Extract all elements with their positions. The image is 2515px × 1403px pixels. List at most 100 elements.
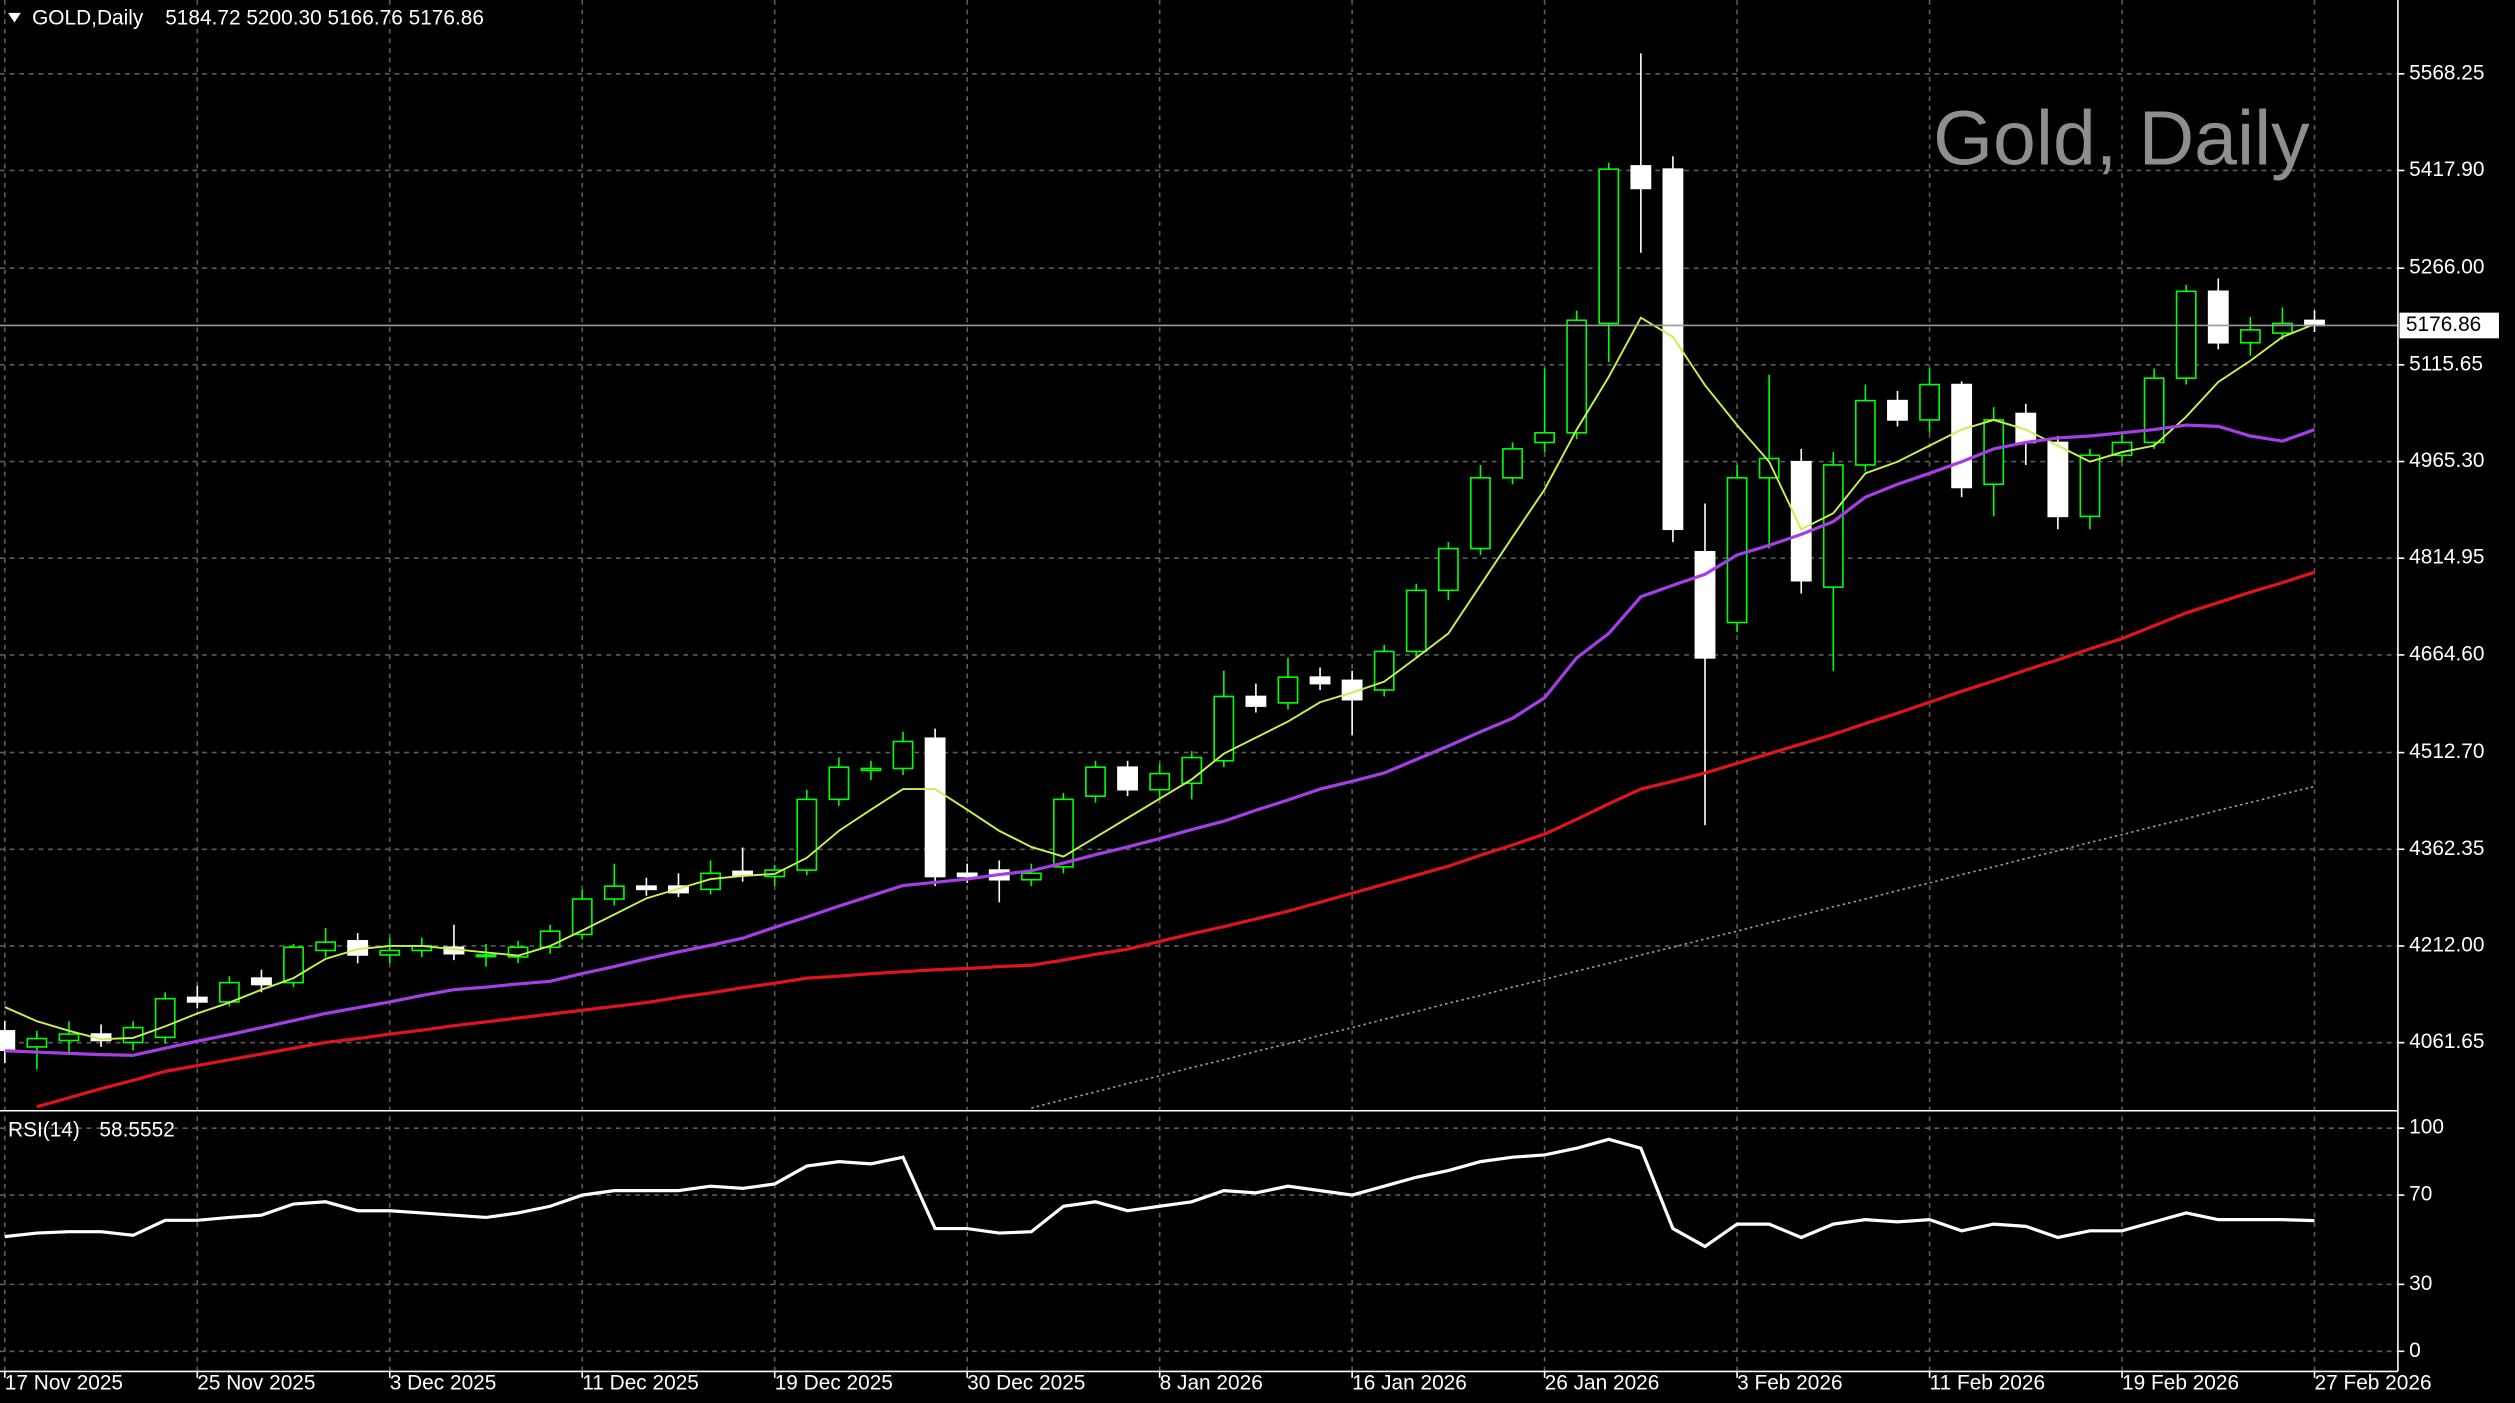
x-tick-label: 16 Jan 2026 bbox=[1352, 1372, 1467, 1395]
moving-average bbox=[4, 316, 2315, 1041]
candle-body bbox=[539, 930, 561, 949]
x-tick-label: 27 Feb 2026 bbox=[2315, 1372, 2432, 1395]
candle-body bbox=[1726, 477, 1748, 624]
candle-body bbox=[1919, 383, 1940, 421]
menu-arrow[interactable] bbox=[8, 12, 21, 23]
candle-body bbox=[892, 740, 914, 770]
candle-body bbox=[379, 949, 401, 956]
candle-body bbox=[1181, 756, 1203, 785]
x-tick-label: 11 Feb 2026 bbox=[1930, 1372, 2046, 1395]
candle-body bbox=[186, 996, 208, 1003]
candle-body bbox=[1502, 448, 1523, 479]
y-tick-label: 4212.00 bbox=[2409, 933, 2484, 956]
y-tick-label: 4061.65 bbox=[2409, 1030, 2484, 1053]
candle-body bbox=[283, 946, 304, 984]
candle-body bbox=[1887, 399, 1908, 421]
candle-body bbox=[635, 885, 657, 891]
x-tick-label: 17 Nov 2025 bbox=[5, 1372, 123, 1395]
candle-body bbox=[154, 997, 176, 1039]
candle-body bbox=[1373, 650, 1395, 691]
last-price-label: 5176.86 bbox=[2406, 313, 2481, 336]
y-tick-label: 4965.30 bbox=[2409, 449, 2484, 472]
candle-body bbox=[828, 766, 850, 801]
candle-body bbox=[1630, 165, 1652, 190]
x-tick-label: 19 Dec 2025 bbox=[775, 1372, 893, 1395]
candle-body bbox=[956, 872, 978, 878]
plot: Gold, Daily bbox=[0, 53, 2398, 1109]
candle-body bbox=[1085, 766, 1106, 797]
candle-body bbox=[1822, 464, 1844, 588]
candle-body bbox=[603, 885, 625, 900]
moving-average bbox=[1031, 785, 2315, 1109]
x-tick-label: 11 Dec 2025 bbox=[582, 1372, 699, 1395]
candle-body bbox=[1598, 168, 1620, 325]
candle-body bbox=[1854, 399, 1876, 466]
y-tick-label: 4814.95 bbox=[2409, 546, 2484, 569]
candle-body bbox=[1213, 695, 1235, 762]
candle-body bbox=[58, 1033, 80, 1042]
candle-body bbox=[1405, 589, 1427, 653]
candle-body bbox=[1149, 772, 1171, 791]
candle-body bbox=[1470, 477, 1491, 550]
candle-body bbox=[1277, 676, 1299, 704]
candle-body bbox=[1245, 695, 1267, 707]
ohlc-values: 5184.72 5200.30 5166.76 5176.86 bbox=[165, 7, 484, 30]
rsi-value: 58.5552 bbox=[99, 1118, 174, 1141]
candle-body bbox=[1534, 431, 1556, 444]
x-tick-label: 26 Jan 2026 bbox=[1545, 1372, 1660, 1395]
y-tick-label: 70 bbox=[2409, 1183, 2432, 1206]
candle-body bbox=[571, 898, 593, 936]
symbol-title: GOLD,Daily bbox=[32, 7, 144, 30]
x-tick-label: 19 Feb 2026 bbox=[2122, 1372, 2239, 1395]
watermark: Gold, Daily bbox=[1933, 96, 2310, 182]
y-tick-label: 4664.60 bbox=[2409, 642, 2484, 665]
moving-average bbox=[4, 423, 2316, 1057]
candle-body bbox=[924, 737, 946, 878]
x-tick-label: 8 Jan 2026 bbox=[1160, 1372, 1263, 1395]
x-tick-label: 3 Dec 2025 bbox=[390, 1372, 497, 1395]
candle-body bbox=[475, 954, 497, 958]
x-tick-label: 3 Feb 2026 bbox=[1737, 1372, 1842, 1395]
candle-body bbox=[1437, 547, 1459, 592]
candle-body bbox=[1052, 798, 1074, 868]
candle-body bbox=[2143, 377, 2165, 444]
candle-body bbox=[2047, 441, 2069, 518]
rsi-panel bbox=[4, 1137, 2315, 1249]
y-tick-label: 5568.25 bbox=[2409, 61, 2484, 84]
x-tick-label: 25 Nov 2025 bbox=[197, 1372, 315, 1395]
rsi-line bbox=[4, 1137, 2315, 1249]
candle-body bbox=[26, 1037, 48, 1048]
candle-body bbox=[251, 977, 272, 986]
candle-body bbox=[2175, 290, 2197, 379]
y-tick-label: 4362.35 bbox=[2409, 837, 2484, 860]
y-tick-label: 5115.65 bbox=[2409, 352, 2483, 375]
y-tick-label: 30 bbox=[2409, 1272, 2432, 1295]
candle-body bbox=[1662, 168, 1684, 531]
y-tick-label: 100 bbox=[2409, 1116, 2444, 1139]
candle-body bbox=[1117, 766, 1139, 791]
rsi-title: RSI(14) bbox=[8, 1118, 80, 1141]
candle-body bbox=[2272, 322, 2293, 334]
candle-body bbox=[1309, 676, 1331, 685]
candle-body bbox=[1951, 383, 1973, 489]
candle-body bbox=[1020, 872, 1042, 881]
y-tick-label: 0 bbox=[2409, 1339, 2421, 1362]
candle-body bbox=[2079, 454, 2101, 518]
y-tick-label: 4512.70 bbox=[2409, 740, 2484, 763]
last-price-box bbox=[2399, 312, 2499, 339]
candle-body bbox=[1566, 319, 1588, 434]
candle-body bbox=[2207, 290, 2229, 344]
y-tick-label: 5417.90 bbox=[2409, 158, 2484, 181]
candle-body bbox=[0, 1030, 16, 1051]
candle-body bbox=[1694, 550, 1716, 659]
y-tick-label: 5266.00 bbox=[2409, 256, 2484, 279]
candle-body bbox=[1790, 460, 1812, 582]
candle-body bbox=[860, 767, 882, 772]
x-tick-label: 30 Dec 2025 bbox=[967, 1372, 1085, 1395]
moving-average bbox=[36, 570, 2315, 1109]
candle-body bbox=[315, 941, 337, 952]
candle-body bbox=[2239, 329, 2261, 344]
candle-body bbox=[796, 798, 818, 871]
